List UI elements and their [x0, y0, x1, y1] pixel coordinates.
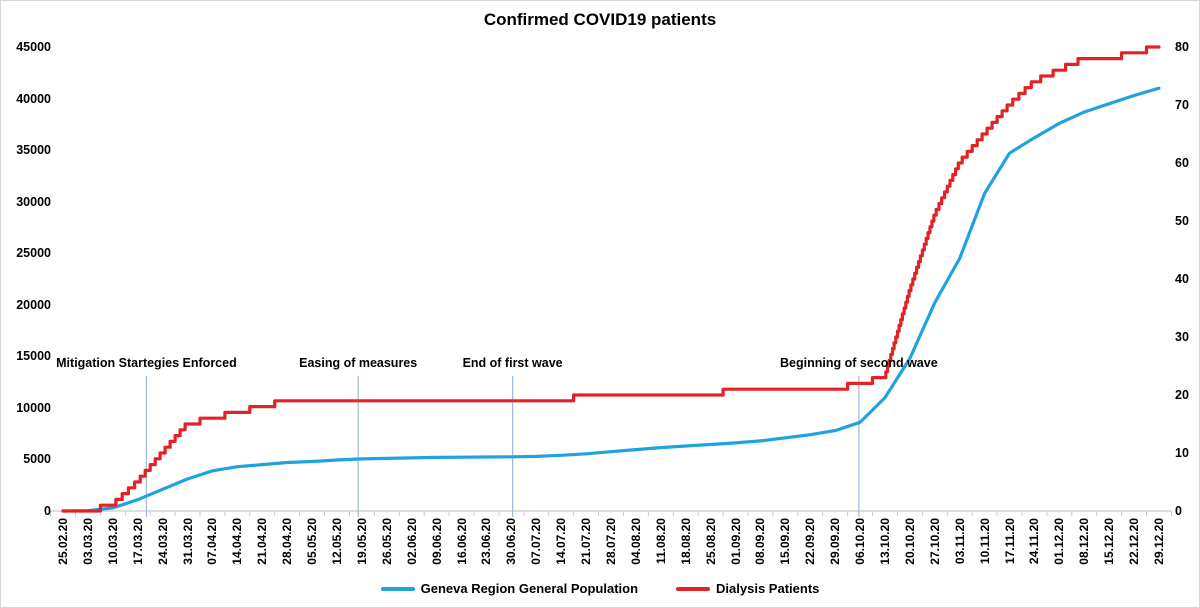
x-axis-date-label: 17.11.20 [1002, 518, 1017, 565]
y-axis-left-tick-label: 0 [44, 504, 51, 518]
x-axis-date-label: 02.06.20 [404, 518, 419, 565]
y-axis-left-tick-label: 25000 [16, 246, 51, 261]
x-axis-date-label: 14.04.20 [230, 518, 245, 565]
x-axis-date-label: 10.11.20 [977, 518, 992, 565]
x-axis-date-label: 28.07.20 [604, 518, 618, 565]
legend-item-population: Geneva Region General Population [380, 581, 639, 596]
y-axis-left-tick-label: 45000 [16, 40, 51, 54]
x-axis-date-label: 12.05.20 [330, 518, 344, 565]
x-axis-date-label: 31.03.20 [180, 518, 195, 565]
x-axis-date-label: 19.05.20 [354, 518, 369, 565]
x-axis-date-label: 17.03.20 [130, 518, 145, 565]
x-axis-date-label: 14.07.20 [554, 518, 569, 565]
x-axis-date-label: 03.03.20 [80, 518, 95, 565]
x-axis-date-label: 09.06.20 [429, 518, 444, 565]
x-axis-date-label: 24.03.20 [155, 518, 170, 565]
dialysis-series-line [61, 45, 1161, 513]
x-axis-date-label: 01.12.20 [1052, 518, 1067, 565]
x-axis-date-label: 05.05.20 [305, 518, 320, 565]
x-axis-date-label: 29.09.20 [828, 518, 843, 565]
x-axis-date-label: 01.09.20 [728, 518, 743, 565]
x-axis-date-label: 25.02.20 [56, 518, 70, 565]
x-axis-date-label: 26.05.20 [379, 518, 394, 565]
legend-label-population: Geneva Region General Population [420, 581, 639, 596]
y-axis-left-tick-label: 20000 [16, 297, 51, 312]
x-axis-date-label: 06.10.20 [853, 518, 868, 565]
population-series-line [61, 86, 1161, 513]
x-axis-date-label: 10.03.20 [105, 518, 120, 565]
y-axis-right-tick-label: 70 [1175, 98, 1189, 112]
x-axis-date-label: 07.04.20 [205, 518, 220, 565]
x-axis-date-label: 16.06.20 [454, 518, 469, 565]
annotation-label: Beginning of second wave [780, 356, 938, 370]
y-axis-right-tick-label: 10 [1175, 446, 1189, 460]
y-axis-left-tick-label: 15000 [16, 349, 51, 364]
x-axis-date-label: 15.09.20 [778, 518, 793, 565]
x-axis-date-label: 28.04.20 [280, 518, 295, 565]
y-axis-right-tick-label: 20 [1175, 388, 1189, 402]
x-axis-date-label: 22.09.20 [803, 518, 818, 565]
y-axis-right-tick-label: 30 [1175, 330, 1189, 344]
x-axis-date-label: 29.12.20 [1152, 518, 1166, 565]
dialysis-line-swatch [676, 586, 711, 591]
x-axis-date-label: 21.07.20 [579, 518, 594, 565]
y-axis-left-tick-label: 5000 [23, 452, 51, 467]
x-axis-date-label: 23.06.20 [479, 518, 494, 565]
annotation-label: Easing of measures [299, 356, 418, 370]
chart-title: Confirmed COVID19 patients [483, 10, 717, 29]
y-axis-right-tick-label: 80 [1175, 40, 1189, 54]
y-axis-left-tick-label: 30000 [16, 194, 51, 209]
x-axis-date-label: 20.10.20 [902, 518, 917, 565]
y-axis-right-tick-label: 60 [1175, 156, 1189, 170]
legend-item-dialysis: Dialysis Patients [676, 581, 819, 596]
x-axis-date-label: 13.10.20 [878, 518, 892, 565]
annotation-label: End of first wave [462, 356, 563, 370]
x-axis-date-label: 21.04.20 [255, 518, 270, 565]
x-axis-date-label: 30.06.20 [504, 518, 519, 565]
x-axis-date-label: 11.08.20 [653, 518, 668, 565]
x-axis-date-label: 08.09.20 [753, 518, 768, 565]
x-axis-date-label: 15.12.20 [1102, 518, 1117, 565]
y-axis-left-tick-label: 40000 [16, 91, 51, 106]
x-axis-date-label: 27.10.20 [927, 518, 942, 565]
x-axis-date-label: 25.08.20 [703, 518, 718, 565]
x-axis-date-label: 24.11.20 [1027, 518, 1042, 565]
annotation-label: Mitigation Startegies Enforced [56, 356, 237, 370]
legend-label-dialysis: Dialysis Patients [716, 581, 820, 596]
x-axis-date-label: 04.08.20 [628, 518, 643, 565]
x-axis-date-label: 18.08.20 [678, 518, 693, 565]
chart-legend: Geneva Region General Population Dialysi… [1, 581, 1199, 596]
x-axis-date-label: 07.07.20 [529, 518, 544, 565]
y-axis-left-tick-label: 35000 [16, 143, 51, 158]
x-axis-date-label: 08.12.20 [1077, 518, 1092, 565]
x-axis-date-label: 22.12.20 [1127, 518, 1142, 565]
y-axis-right-tick-label: 0 [1175, 504, 1182, 518]
y-axis-left-tick-label: 10000 [16, 400, 51, 415]
x-axis-date-label: 03.11.20 [952, 518, 967, 565]
y-axis-right-tick-label: 50 [1175, 214, 1189, 228]
population-line-swatch [380, 586, 415, 591]
y-axis-right-tick-label: 40 [1175, 272, 1189, 286]
